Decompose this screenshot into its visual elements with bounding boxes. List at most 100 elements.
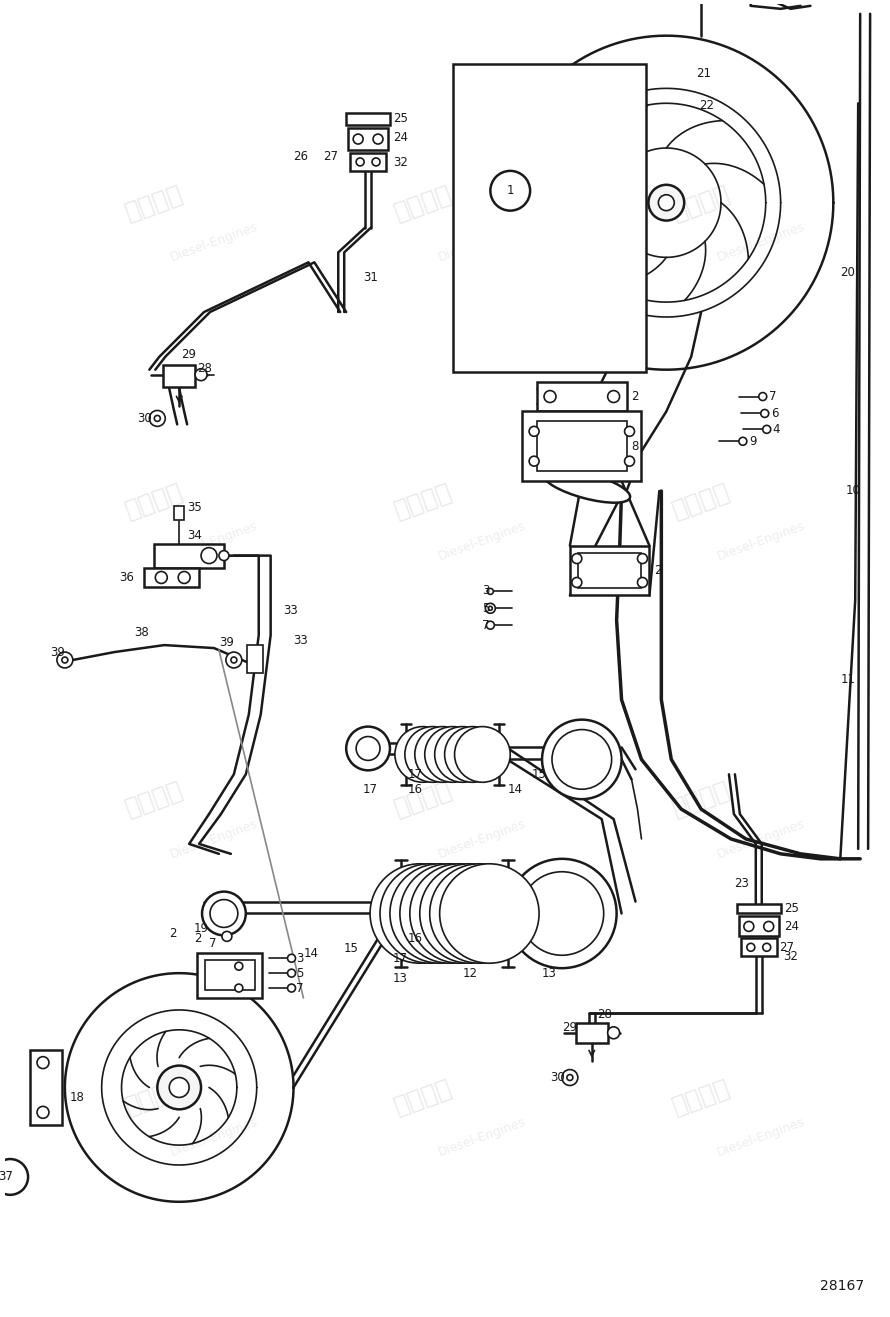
Circle shape bbox=[763, 943, 771, 951]
Text: 35: 35 bbox=[187, 502, 202, 515]
Circle shape bbox=[356, 158, 364, 166]
Circle shape bbox=[62, 657, 68, 662]
Text: 紫发动力: 紫发动力 bbox=[391, 479, 455, 523]
Text: 5: 5 bbox=[482, 602, 490, 615]
Circle shape bbox=[530, 427, 539, 436]
Text: 38: 38 bbox=[134, 626, 150, 639]
Circle shape bbox=[57, 652, 73, 668]
Bar bbox=[522, 411, 642, 481]
Text: Diesel-Engines: Diesel-Engines bbox=[715, 519, 806, 562]
Circle shape bbox=[231, 657, 237, 662]
Bar bbox=[174, 506, 184, 520]
Bar bbox=[740, 938, 777, 956]
Text: 18: 18 bbox=[69, 1090, 85, 1104]
Bar bbox=[570, 545, 650, 595]
Text: 33: 33 bbox=[284, 603, 298, 616]
Circle shape bbox=[219, 551, 229, 561]
Text: 39: 39 bbox=[50, 645, 65, 658]
Text: 26: 26 bbox=[294, 150, 309, 163]
Circle shape bbox=[520, 872, 603, 955]
Bar bbox=[144, 568, 199, 587]
Text: 32: 32 bbox=[392, 157, 408, 170]
Bar bbox=[537, 382, 627, 411]
Text: 33: 33 bbox=[294, 633, 308, 647]
Text: 紫发动力: 紫发动力 bbox=[391, 182, 455, 224]
Circle shape bbox=[544, 391, 556, 403]
Circle shape bbox=[226, 652, 242, 668]
Bar bbox=[197, 954, 262, 998]
Text: 10: 10 bbox=[846, 485, 860, 498]
Text: 16: 16 bbox=[408, 782, 423, 795]
Text: Diesel-Engines: Diesel-Engines bbox=[715, 1115, 806, 1159]
Bar bbox=[576, 1023, 608, 1043]
Circle shape bbox=[287, 984, 295, 992]
Text: 14: 14 bbox=[303, 947, 319, 960]
Circle shape bbox=[507, 859, 617, 968]
Text: 13: 13 bbox=[392, 972, 408, 985]
Bar bbox=[30, 1050, 62, 1125]
Circle shape bbox=[567, 1075, 573, 1080]
Text: 紫发动力: 紫发动力 bbox=[122, 182, 187, 224]
Text: 紫发动力: 紫发动力 bbox=[391, 777, 455, 820]
Circle shape bbox=[400, 864, 499, 963]
Text: 2: 2 bbox=[654, 564, 662, 577]
Text: 7: 7 bbox=[209, 936, 216, 950]
Circle shape bbox=[434, 727, 490, 782]
Text: 2: 2 bbox=[194, 932, 202, 944]
Text: Diesel-Engines: Diesel-Engines bbox=[715, 817, 806, 861]
Circle shape bbox=[235, 984, 243, 992]
Text: 紫发动力: 紫发动力 bbox=[668, 777, 733, 820]
Text: 29: 29 bbox=[562, 1021, 577, 1034]
Text: 7: 7 bbox=[769, 390, 776, 403]
Text: Diesel-Engines: Diesel-Engines bbox=[437, 1115, 528, 1159]
Text: 3: 3 bbox=[482, 583, 490, 597]
Text: 37: 37 bbox=[0, 1171, 12, 1184]
Text: 5: 5 bbox=[296, 967, 303, 980]
Bar bbox=[737, 903, 781, 914]
Circle shape bbox=[390, 864, 490, 963]
Circle shape bbox=[409, 864, 509, 963]
Circle shape bbox=[455, 727, 510, 782]
Text: 15: 15 bbox=[532, 768, 547, 781]
Circle shape bbox=[37, 1056, 49, 1068]
Circle shape bbox=[415, 727, 471, 782]
Text: 30: 30 bbox=[550, 1071, 565, 1084]
Circle shape bbox=[0, 1159, 28, 1195]
Circle shape bbox=[625, 456, 635, 466]
Circle shape bbox=[210, 900, 238, 927]
Text: 6: 6 bbox=[771, 407, 778, 420]
Circle shape bbox=[489, 606, 492, 610]
Text: 28: 28 bbox=[197, 362, 212, 375]
Text: 29: 29 bbox=[182, 348, 196, 361]
Circle shape bbox=[440, 864, 539, 963]
Circle shape bbox=[372, 158, 380, 166]
Circle shape bbox=[530, 456, 539, 466]
Bar bbox=[350, 153, 386, 171]
Circle shape bbox=[346, 727, 390, 770]
Text: 紫发动力: 紫发动力 bbox=[122, 1076, 187, 1119]
Circle shape bbox=[222, 931, 232, 942]
Bar bbox=[205, 960, 255, 990]
Circle shape bbox=[761, 410, 769, 417]
Text: 39: 39 bbox=[219, 636, 234, 648]
Text: 25: 25 bbox=[392, 112, 408, 125]
Text: 23: 23 bbox=[734, 877, 748, 890]
Circle shape bbox=[154, 415, 160, 421]
Circle shape bbox=[445, 727, 500, 782]
Text: 紫发动力: 紫发动力 bbox=[122, 479, 187, 523]
Text: 3: 3 bbox=[296, 952, 303, 965]
Text: 2: 2 bbox=[632, 390, 639, 403]
Text: Diesel-Engines: Diesel-Engines bbox=[168, 519, 260, 562]
Text: 24: 24 bbox=[783, 919, 798, 932]
Text: 20: 20 bbox=[840, 266, 855, 279]
Circle shape bbox=[637, 553, 647, 564]
Circle shape bbox=[287, 969, 295, 977]
Text: 紫发动力: 紫发动力 bbox=[391, 1076, 455, 1119]
Text: 紫发动力: 紫发动力 bbox=[668, 479, 733, 523]
Text: 30: 30 bbox=[137, 412, 152, 425]
Text: 9: 9 bbox=[748, 435, 756, 448]
Circle shape bbox=[430, 864, 530, 963]
Circle shape bbox=[649, 184, 684, 220]
Text: 28167: 28167 bbox=[821, 1279, 864, 1293]
Ellipse shape bbox=[544, 469, 630, 503]
